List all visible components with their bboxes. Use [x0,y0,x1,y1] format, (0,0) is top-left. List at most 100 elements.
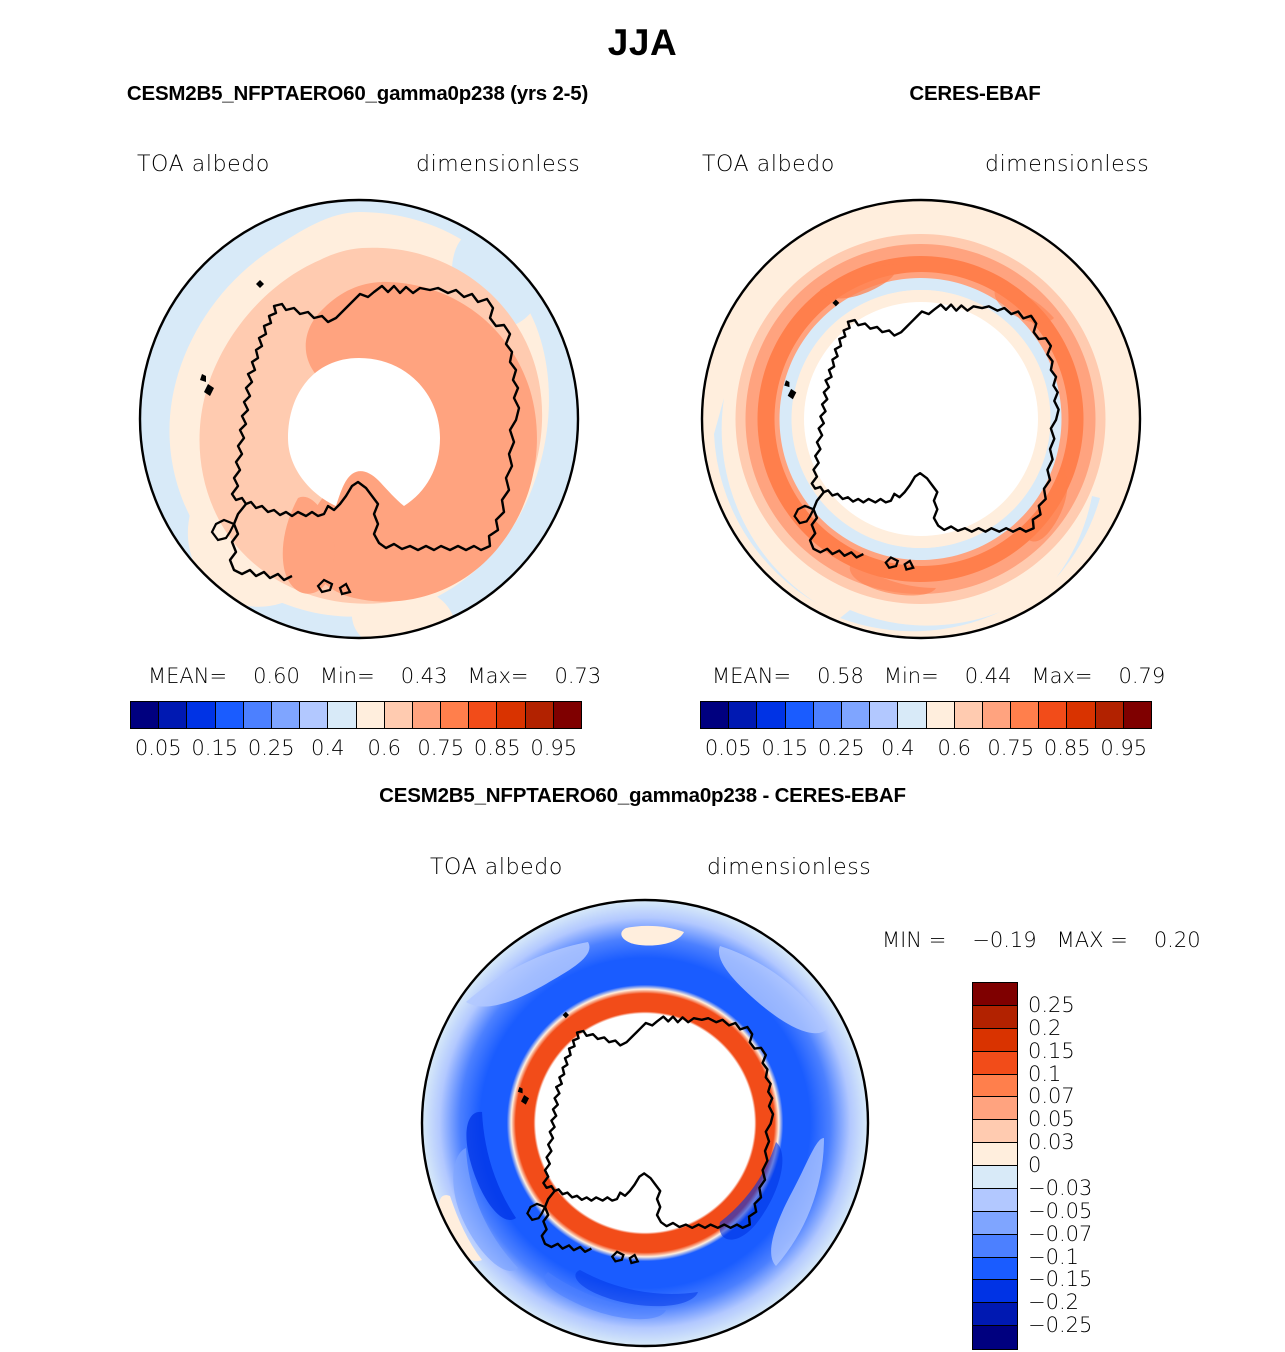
season-title: JJA [607,22,678,63]
colorbar-cell [441,702,470,728]
colorbar-cell [497,702,526,728]
subhead-units-model: dimensionless [416,152,581,177]
polar-map-model [138,198,580,640]
colorbar-cell [187,702,216,728]
subhead-variable-obs: TOA albedo [702,152,835,177]
subhead-units-obs: dimensionless [985,152,1150,177]
polar-map-diff [420,898,870,1348]
subhead-variable-model: TOA albedo [137,152,270,177]
colorbar-cell [1095,702,1124,728]
stats-diff: MIN = −0.19 MAX = 0.20 [882,928,1201,952]
colorbar-diff: 0.25 0.2 0.15 0.1 0.07 0.05 0.03 0 −0.03 −0.05 −0.… [972,982,1192,1350]
max-label-model: Max= [467,664,529,688]
max-value-model: 0.73 [554,664,602,688]
colorbar-model-swatches [130,701,582,729]
colorbar-diff-swatches [972,982,1018,1350]
colorbar-cell [159,702,188,728]
colorbar-tick-label: −0.05 [1028,1198,1093,1223]
min-label-obs: Min= [883,664,939,688]
colorbar-tick-label: 0.2 [1028,1015,1062,1040]
max-label-diff: MAX = [1056,928,1128,952]
colorbar-cell [926,702,955,728]
colorbar-model-labels: 0.05 0.15 0.25 0.4 0.6 0.75 0.85 0.95 [130,736,582,766]
colorbar-tick-label: 0.6 [367,736,401,760]
colorbar-tick-label: −0.15 [1028,1267,1093,1292]
mean-label-model: MEAN= [148,664,228,688]
colorbar-cell [973,1051,1017,1075]
colorbar-tick-label: −0.1 [1028,1244,1079,1269]
colorbar-cell [973,1257,1017,1281]
mean-label-obs: MEAN= [712,664,792,688]
colorbar-cell [973,1143,1017,1166]
colorbar-obs-swatches [700,701,1152,729]
min-value-diff: −0.19 [972,928,1037,952]
colorbar-cell [215,702,244,728]
colorbar-tick-label: 0.75 [987,736,1035,760]
colorbar-cell [328,702,357,728]
colorbar-tick-label: 0.75 [417,736,465,760]
colorbar-cell [785,702,814,728]
colorbar-cell [954,702,983,728]
colorbar-cell [553,702,581,728]
colorbar-cell [131,702,160,728]
colorbar-cell [973,1120,1017,1144]
panel-title-diff: CESM2B5_NFPTAERO60_gamma0p238 - CERES-EB… [379,784,906,807]
colorbar-tick-label: 0 [1028,1153,1042,1177]
colorbar-cell [525,702,554,728]
colorbar-tick-label: 0.07 [1028,1084,1075,1109]
colorbar-tick-label: 0.25 [247,736,295,760]
subhead-units-diff: dimensionless [707,855,872,880]
colorbar-tick-label: 0.15 [761,736,809,760]
colorbar-cell [469,702,498,728]
colorbar-cell [271,702,301,728]
colorbar-cell [973,1280,1017,1304]
polar-map-obs [700,198,1142,640]
colorbar-tick-label: 0.05 [134,736,182,760]
colorbar-cell [973,1326,1017,1349]
max-value-obs: 0.79 [1118,664,1166,688]
max-label-obs: Max= [1031,664,1093,688]
colorbar-cell [973,1211,1017,1235]
min-value-model: 0.43 [400,664,448,688]
colorbar-cell [973,1188,1017,1212]
colorbar-tick-label: −0.03 [1028,1175,1093,1200]
colorbar-tick-label: 0.15 [1028,1038,1075,1063]
colorbar-cell [973,1074,1017,1098]
colorbar-cell [973,1005,1017,1029]
colorbar-cell [1067,702,1096,728]
colorbar-cell [973,1097,1017,1121]
colorbar-tick-label: 0.6 [937,736,971,760]
colorbar-tick-label: −0.2 [1028,1290,1079,1315]
subhead-variable-diff: TOA albedo [430,855,563,880]
colorbar-cell [841,702,871,728]
panel-title-obs: CERES-EBAF [909,82,1041,105]
colorbar-cell [729,702,758,728]
colorbar-cell [898,702,927,728]
colorbar-tick-label: 0.03 [1028,1130,1075,1155]
colorbar-cell [973,983,1017,1006]
colorbar-obs-labels: 0.05 0.15 0.25 0.4 0.6 0.75 0.85 0.95 [700,736,1152,766]
colorbar-cell [300,702,329,728]
colorbar-tick-label: 0.25 [817,736,865,760]
colorbar-model: 0.05 0.15 0.25 0.4 0.6 0.75 0.85 0.95 [130,701,582,766]
mean-value-model: 0.60 [253,664,300,688]
colorbar-cell [412,702,442,728]
colorbar-cell [973,1028,1017,1052]
colorbar-tick-label: 0.05 [1028,1107,1075,1132]
colorbar-tick-label: 0.95 [530,736,578,760]
colorbar-cell [973,1166,1017,1189]
colorbar-tick-label: 0.85 [473,736,521,760]
colorbar-cell [973,1303,1017,1327]
colorbar-cell [356,702,385,728]
colorbar-tick-label: −0.07 [1028,1221,1093,1246]
colorbar-tick-label: −0.25 [1028,1313,1093,1338]
colorbar-tick-label: 0.95 [1100,736,1148,760]
stats-model: MEAN= 0.60 Min= 0.43 Max= 0.73 [148,664,601,688]
colorbar-cell [973,1234,1017,1258]
colorbar-cell [1123,702,1151,728]
colorbar-cell [384,702,413,728]
colorbar-tick-label: 0.05 [704,736,752,760]
colorbar-cell [870,702,899,728]
colorbar-tick-label: 0.1 [1028,1061,1062,1086]
colorbar-cell [982,702,1012,728]
